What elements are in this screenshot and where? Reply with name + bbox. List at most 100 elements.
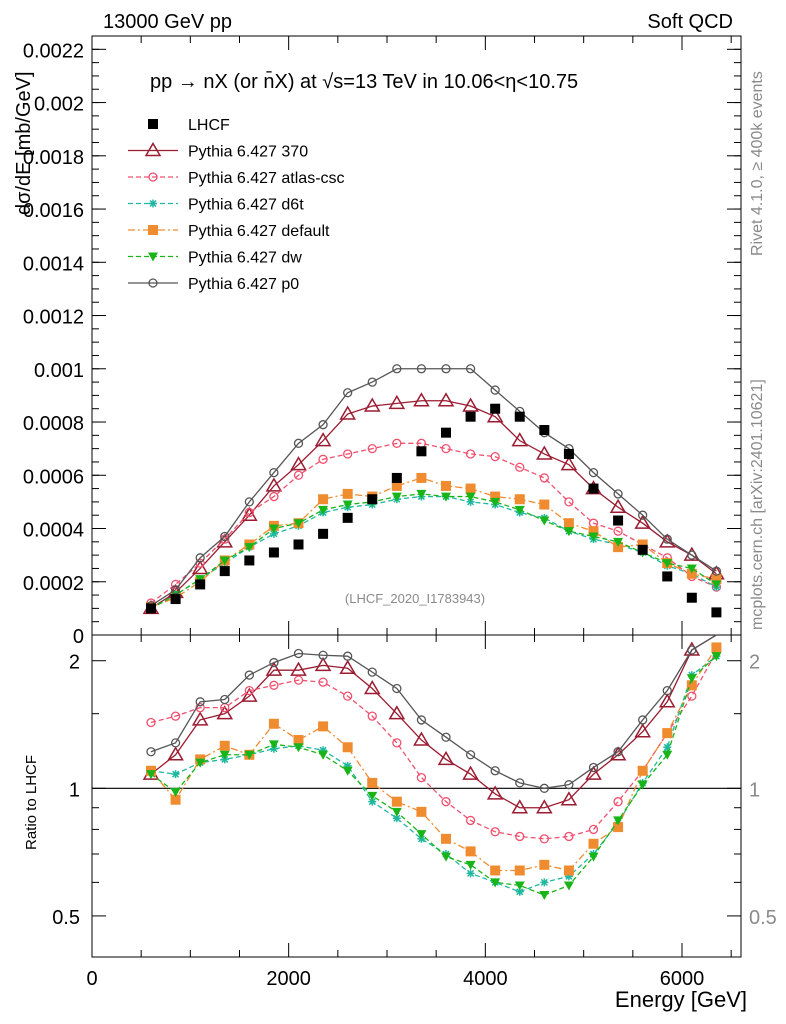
ratio-point-3-22 <box>686 680 697 691</box>
main-ytick-label-10: 0.002 <box>34 94 84 116</box>
ratio-point-5-16 <box>539 783 549 793</box>
ratio-point-2-16 <box>540 878 549 887</box>
ratio-point-4-19 <box>613 816 624 826</box>
ratio-ytick-label-0: 0.5 <box>52 907 80 929</box>
ratio-point-4-10 <box>391 807 402 817</box>
ratio-point-5-11 <box>416 715 427 725</box>
ratio-point-3-13 <box>465 846 476 857</box>
ratio-point-3-7 <box>318 721 329 732</box>
ratio-series-1 <box>146 647 722 844</box>
ratio-point-4-12 <box>441 852 451 862</box>
main-series-6 <box>146 364 722 611</box>
main-point-4-19 <box>613 542 624 553</box>
legend-marker-0 <box>148 119 158 129</box>
main-point-5-22 <box>686 564 697 574</box>
main-series-1 <box>142 392 725 615</box>
ratio-point-0-11 <box>413 731 430 746</box>
main-point-5-3 <box>219 556 230 566</box>
ratio-point-0-8 <box>339 659 356 674</box>
main-point-0-14 <box>490 403 501 414</box>
ratio-series-line-5 <box>150 634 717 789</box>
main-point-5-16 <box>539 516 550 526</box>
ratio-point-3-1 <box>170 794 181 805</box>
ratio-point-5-9 <box>367 667 377 677</box>
main-point-4-15 <box>514 494 525 505</box>
ratio-point-5-20 <box>638 715 648 725</box>
ratio-point-0-5 <box>265 661 283 676</box>
legend-marker-3 <box>149 199 157 208</box>
ratio-point-3-19 <box>613 822 624 833</box>
ratio-point-0-2 <box>191 711 209 726</box>
legend: LHCF Pythia 6.427 370 Pythia 6.427 atlas-c… <box>128 117 345 293</box>
ratio-point-5-0 <box>146 747 156 757</box>
main-point-2-8 <box>343 449 353 459</box>
main-point-1-20 <box>634 514 651 529</box>
ratio-point-1-11 <box>416 772 427 783</box>
ratio-point-3-6 <box>293 735 304 746</box>
main-point-1-9 <box>363 397 381 412</box>
main-point-1-5 <box>265 477 283 492</box>
ratio-point-4-23 <box>711 652 722 662</box>
main-series-line-1 <box>150 400 717 609</box>
ratio-point-4-14 <box>490 878 501 888</box>
main-point-4-13 <box>465 483 476 494</box>
main-point-6-3 <box>220 531 230 542</box>
legend-marker-4 <box>148 225 158 235</box>
ratio-point-3-11 <box>416 806 427 817</box>
main-point-0-10 <box>391 472 402 483</box>
ratio-point-2-8 <box>343 761 352 770</box>
ratio-point-2-17 <box>564 872 573 881</box>
main-point-4-12 <box>441 480 451 491</box>
main-series-2 <box>146 438 722 608</box>
ratio-ticks: 0.5 0.5 1 1 2 2 0 2000 4000 6000 <box>52 635 777 990</box>
main-point-6-13 <box>465 364 476 374</box>
ratio-point-5-21 <box>662 685 672 696</box>
ratio-point-4-3 <box>219 750 230 760</box>
legend-label-0: LHCF <box>188 117 230 134</box>
main-point-4-23 <box>711 574 722 585</box>
ratio-point-5-22 <box>687 645 697 655</box>
ratio-point-5-12 <box>441 732 451 742</box>
ratio-point-5-18 <box>588 762 599 773</box>
ratio-point-2-1 <box>171 770 180 779</box>
main-point-0-11 <box>416 446 427 457</box>
ratio-ytick-label-right-2: 2 <box>749 652 760 674</box>
main-point-4-16 <box>539 499 550 510</box>
main-point-1-17 <box>560 456 578 471</box>
main-point-1-10 <box>388 394 406 410</box>
ratio-point-3-23 <box>711 642 722 653</box>
ratio-point-0-13 <box>462 765 479 780</box>
main-point-5-10 <box>391 492 402 502</box>
main-ytick-label-1: 0.0002 <box>23 573 84 595</box>
ratio-series-5 <box>146 634 717 793</box>
legend-entry-2: Pythia 6.427 atlas-csc <box>128 170 345 187</box>
main-point-2-7 <box>318 454 328 464</box>
ratio-point-4-0 <box>146 770 156 780</box>
main-ytick-label-7: 0.0014 <box>23 253 84 275</box>
ratio-point-0-4 <box>241 687 258 702</box>
ratio-series-2 <box>147 652 721 896</box>
main-ytick-label-6: 0.0012 <box>23 307 84 329</box>
ratio-point-1-10 <box>392 738 402 748</box>
main-point-1-13 <box>462 397 479 412</box>
ratio-point-0-10 <box>388 705 406 720</box>
main-point-0-17 <box>563 448 574 459</box>
main-ytick-label-11: 0.0022 <box>23 40 84 62</box>
main-ytick-label-8: 0.0016 <box>23 200 84 222</box>
main-ytick-label-3: 0.0006 <box>23 466 84 488</box>
ratio-point-4-8 <box>342 766 353 776</box>
xtick-label-1: 2000 <box>266 968 311 990</box>
main-point-1-7 <box>314 432 332 447</box>
main-series-line-2 <box>150 442 717 604</box>
main-y-axis-label: dσ/dE [mb/GeV] <box>13 71 35 215</box>
ratio-point-4-4 <box>244 750 255 760</box>
ratio-point-5-4 <box>244 670 254 680</box>
legend-entry-6: Pythia 6.427 p0 <box>128 276 299 293</box>
main-point-2-9 <box>367 443 377 454</box>
ratio-ytick-label-2: 2 <box>69 652 80 674</box>
ratio-point-4-15 <box>514 881 525 891</box>
ratio-ytick-label-1: 1 <box>69 779 80 801</box>
legend-entry-4: Pythia 6.427 default <box>128 223 330 240</box>
main-point-1-21 <box>658 533 676 548</box>
main-point-5-6 <box>293 519 304 529</box>
